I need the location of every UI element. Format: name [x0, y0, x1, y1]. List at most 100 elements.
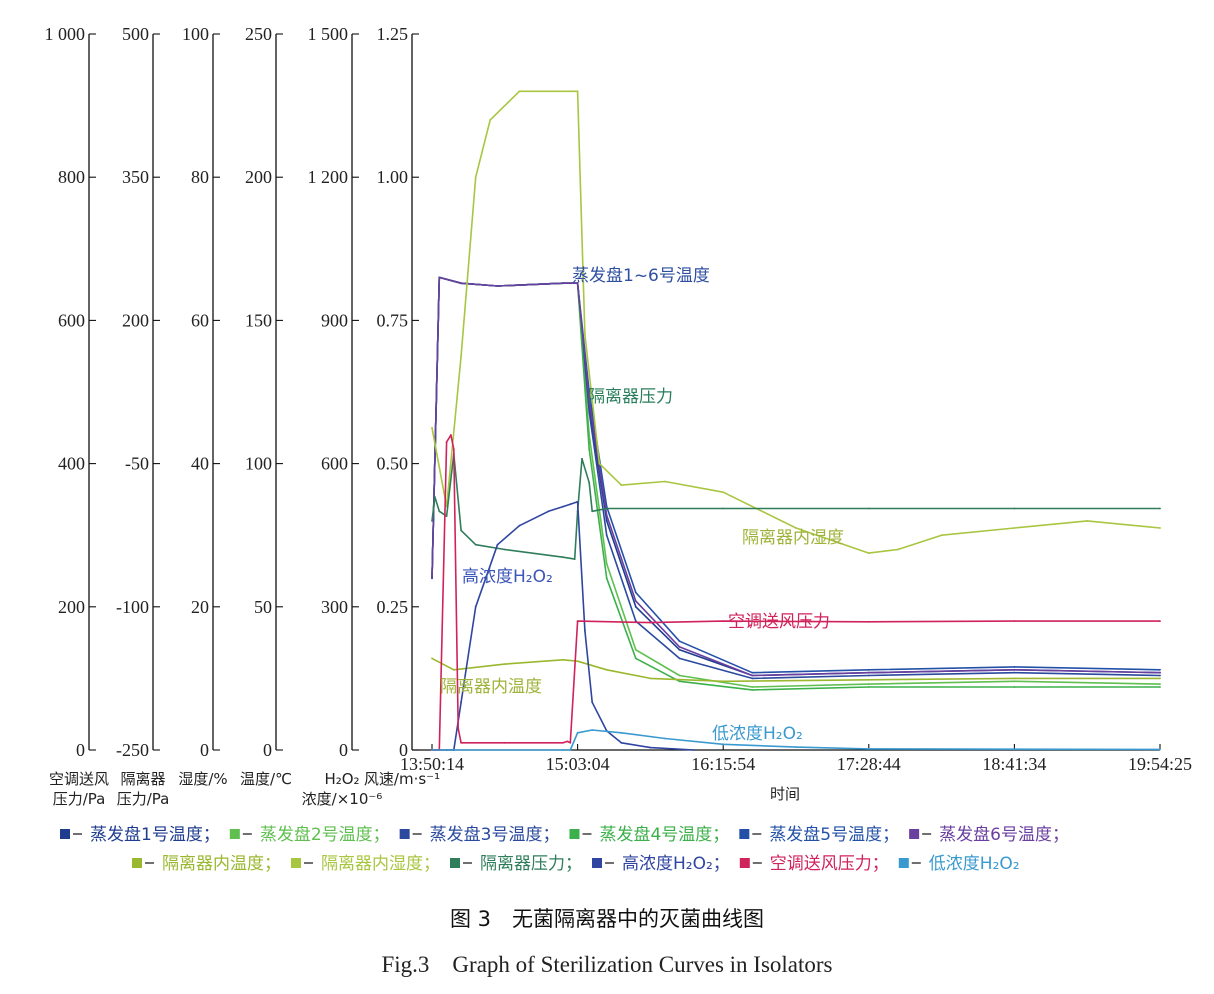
- annotation-label: 隔离器内温度: [440, 677, 542, 697]
- y-tick-label-h2o2: 900: [321, 310, 348, 330]
- data-point: [867, 552, 870, 554]
- x-axis-title: 时间: [770, 785, 800, 803]
- data-point: [438, 276, 441, 279]
- data-point: [569, 749, 572, 751]
- data-point: [722, 491, 725, 494]
- data-point: [1159, 527, 1161, 529]
- y-tick-label-hum: 60: [191, 310, 209, 330]
- legend-item: 蒸发盘3号温度；: [399, 825, 559, 845]
- y-tick-label-hum: 0: [200, 740, 209, 760]
- data-point: [867, 678, 870, 681]
- data-point: [452, 448, 455, 451]
- data-point: [795, 746, 797, 748]
- y-tick-label-wind: 1.25: [377, 24, 409, 44]
- legend-label: 蒸发盘6号温度；: [939, 825, 1069, 845]
- data-point: [460, 282, 462, 285]
- legend-label: 蒸发盘2号温度；: [260, 825, 390, 845]
- x-tick-label: 19:54:25: [1128, 754, 1192, 774]
- legend-item: 隔离器内温度；: [132, 854, 281, 874]
- data-point: [867, 671, 870, 674]
- data-point: [434, 496, 436, 498]
- annotation-label: 高浓度H₂O₂: [462, 567, 553, 587]
- legend: 蒸发盘1号温度； 蒸发盘2号温度； 蒸发盘3号温度； 蒸发盘4号温度； 蒸发盘5号温度；…: [60, 825, 1069, 874]
- data-point: [751, 677, 754, 680]
- y-axis-hum: 100 80 60 40 20 0 湿度/%: [178, 24, 227, 788]
- y-tick-label-h2o2: 1 500: [308, 24, 349, 44]
- data-point: [620, 484, 623, 486]
- data-point: [576, 620, 579, 622]
- legend-item: 蒸发盘4号温度；: [569, 825, 729, 845]
- y-axis-iso: 500 350 200 -50 -100 -250 隔离器压力/Pa: [116, 24, 169, 808]
- x-tick-label: 15:03:04: [546, 754, 610, 774]
- y-tick-label-iso: -50: [125, 454, 149, 474]
- data-point: [751, 689, 754, 691]
- y-tick-label-hum: 80: [191, 167, 209, 187]
- data-point: [867, 686, 870, 688]
- data-point: [678, 657, 681, 660]
- data-point: [431, 657, 433, 660]
- data-point: [581, 457, 583, 460]
- data-point: [722, 507, 725, 510]
- y-tick-label-iso: 200: [122, 310, 149, 330]
- data-point: [649, 746, 652, 749]
- data-point: [569, 503, 572, 506]
- data-point: [605, 577, 608, 580]
- data-point: [450, 434, 452, 436]
- y-tick-label-temp: 50: [254, 597, 272, 617]
- y-tick-label-hum: 40: [191, 454, 209, 474]
- data-point: [431, 749, 433, 751]
- y-tick-label-ac: 800: [58, 167, 85, 187]
- legend-label: 空调送风压力；: [770, 854, 889, 874]
- y-tick-label-ac: 600: [58, 310, 85, 330]
- data-point: [474, 543, 477, 546]
- legend-swatch: [739, 858, 750, 868]
- data-point: [867, 507, 870, 510]
- data-point: [1159, 507, 1161, 510]
- legend-item: 低浓度H₂O₂: [898, 854, 1020, 874]
- data-point: [1013, 507, 1016, 510]
- data-point: [634, 600, 637, 602]
- data-point: [1013, 686, 1016, 688]
- data-point: [576, 731, 579, 734]
- data-point: [591, 701, 594, 704]
- legend-label: 低浓度H₂O₂: [929, 854, 1020, 874]
- plot-area: [431, 90, 1161, 751]
- legend-item: 蒸发盘2号温度；: [229, 825, 390, 845]
- legend-label: 蒸发盘5号温度；: [769, 825, 899, 845]
- legend-item: 隔离器内湿度；: [291, 854, 440, 874]
- y-axis-title-iso: 压力/Pa: [117, 790, 170, 808]
- data-point: [588, 448, 591, 451]
- series-line-10: [432, 434, 1160, 751]
- legend-swatch: [450, 858, 460, 868]
- annotation-label: 隔离器压力: [588, 387, 673, 407]
- y-tick-label-ac: 1 000: [45, 24, 86, 44]
- data-point: [605, 534, 608, 537]
- x-tick-label: 16:15:54: [691, 754, 755, 774]
- legend-item: 蒸发盘1号温度；: [60, 825, 220, 845]
- data-point: [1013, 620, 1016, 622]
- y-tick-label-temp: 250: [245, 24, 272, 44]
- y-tick-label-temp: 100: [245, 454, 272, 474]
- data-point: [503, 663, 506, 665]
- data-point: [678, 640, 681, 643]
- data-point: [460, 529, 462, 532]
- data-point: [634, 648, 637, 651]
- y-axis-title-temp: 温度/℃: [240, 770, 292, 788]
- legend-item: 高浓度H₂O₂；: [592, 854, 730, 874]
- y-tick-label-h2o2: 600: [321, 454, 348, 474]
- y-tick-label-wind: 1.00: [377, 167, 409, 187]
- data-point: [562, 556, 564, 559]
- legend-swatch: [909, 829, 920, 839]
- data-point: [634, 591, 637, 594]
- y-axis-title-wind: 风速/m·s⁻¹: [364, 770, 440, 788]
- legend-item: 空调送风压力；: [739, 854, 889, 874]
- data-point: [1159, 677, 1161, 680]
- y-axis-temp: 250 200 150 100 50 0 温度/℃: [240, 24, 292, 788]
- data-point: [605, 562, 608, 565]
- y-axis-title-h2o2: H₂O₂: [324, 770, 359, 788]
- annotation-label: 空调送风压力: [728, 612, 830, 632]
- data-point: [1013, 668, 1016, 671]
- data-point: [588, 411, 591, 413]
- data-point: [1013, 666, 1016, 668]
- data-point: [1159, 748, 1161, 751]
